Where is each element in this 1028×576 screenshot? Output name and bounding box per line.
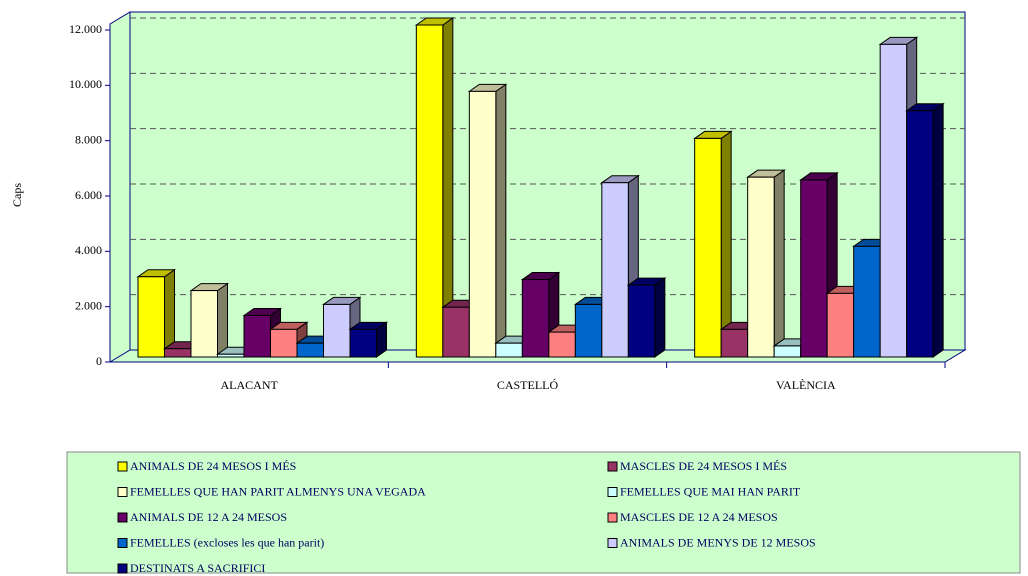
bar-front: [773, 345, 802, 358]
bar: [189, 282, 230, 358]
legend-swatch: [607, 461, 618, 472]
bar: [693, 130, 733, 358]
bar-front: [442, 306, 470, 358]
bar-front: [296, 342, 324, 358]
legend-label: FEMELLES QUE HAN PARIT ALMENYS UNA VEGAD…: [130, 484, 426, 498]
legend-label: ANIMALS DE 12 A 24 MESOS: [130, 510, 287, 524]
y-tick-label: 0: [96, 354, 102, 368]
bar: [878, 36, 919, 358]
legend-swatch: [117, 487, 128, 497]
legend: [66, 451, 1021, 574]
bar-front: [495, 342, 523, 358]
bar-front: [720, 328, 749, 358]
y-tick-label: 4.000: [75, 243, 102, 257]
x-tick-label: CASTELLÓ: [497, 378, 559, 392]
legend-entries: ANIMALS DE 24 MESOS I MÉS MASCLES DE 24 M…: [117, 459, 816, 575]
bar-front: [468, 90, 497, 358]
y-tick-label: 10.000: [69, 77, 102, 91]
legend-swatch: [607, 512, 618, 523]
bar: [905, 102, 945, 358]
y-tick-label: 2.000: [75, 298, 102, 312]
bar-front: [906, 110, 934, 358]
y-tick-label: 6.000: [75, 188, 102, 202]
bar-side: [773, 169, 785, 358]
bar-front: [270, 328, 298, 358]
bar-front: [853, 245, 881, 358]
bar-side: [495, 83, 507, 358]
bar: [746, 169, 786, 358]
bar-front: [164, 348, 192, 358]
legend-swatch: [607, 487, 618, 497]
bar-front: [349, 328, 377, 358]
legend-swatch: [117, 512, 128, 523]
bar-front: [826, 292, 855, 358]
bar: [467, 83, 508, 358]
back-wall: [130, 11, 966, 350]
bar-front: [548, 331, 576, 358]
bar-front: [694, 137, 722, 358]
bar-side: [932, 102, 944, 358]
y-tick-label: 12.000: [69, 22, 102, 36]
bar-front: [190, 290, 218, 358]
bar-side: [654, 277, 666, 358]
bar-front: [747, 176, 775, 358]
legend-label: MASCLES DE 12 A 24 MESOS: [620, 510, 778, 524]
y-tick-label: 8.000: [75, 132, 102, 146]
x-tick-label: VALÈNCIA: [776, 378, 836, 392]
bar-side: [217, 282, 228, 358]
bar-front: [415, 24, 444, 358]
bar-front: [800, 179, 828, 358]
x-tick-label: ALACANT: [221, 378, 279, 392]
legend-swatch: [117, 563, 128, 574]
bar: [414, 17, 455, 358]
legend-swatch: [117, 461, 128, 472]
bar: [348, 321, 389, 358]
legend-label: FEMELLES (excloses les que han parit): [130, 535, 324, 549]
y-axis-label: Caps: [10, 183, 24, 207]
legend-label: ANIMALS DE 24 MESOS I MÉS: [130, 459, 296, 473]
bar-front: [627, 284, 656, 358]
legend-label: FEMELLES QUE MAI HAN PARIT: [620, 484, 801, 498]
bar: [136, 268, 177, 358]
bar-front: [521, 279, 550, 358]
bar-front: [217, 353, 245, 358]
legend-label: DESTINATS A SACRIFICI: [130, 561, 265, 575]
legend-swatch: [607, 538, 618, 548]
legend-label: MASCLES DE 24 MESOS I MÉS: [620, 459, 787, 473]
bar-front: [601, 182, 629, 358]
bar-front: [879, 43, 908, 358]
legend-swatch: [117, 538, 128, 548]
bar: [626, 277, 667, 358]
bar-front: [243, 315, 271, 358]
bar-front: [323, 303, 351, 358]
legend-label: ANIMALS DE MENYS DE 12 MESOS: [620, 535, 816, 549]
bar-front: [137, 276, 165, 358]
bar-front: [574, 303, 603, 358]
